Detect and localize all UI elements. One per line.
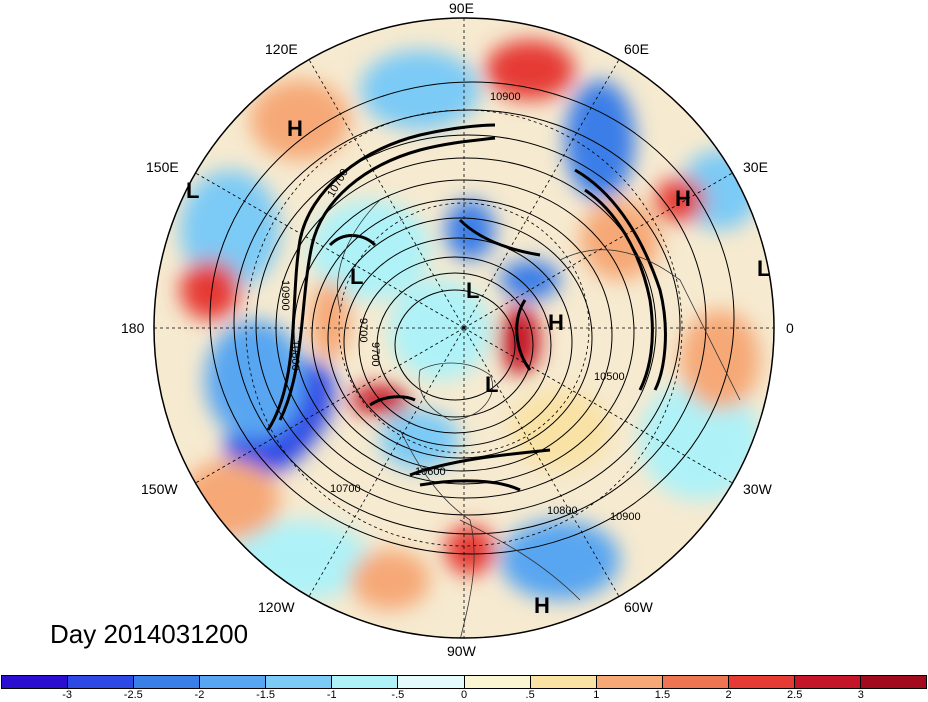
colorbar-segment [266, 676, 333, 688]
colorbar-segment [2, 676, 69, 688]
colorbar-segment [662, 676, 729, 688]
lon-label-30e: 30E [743, 159, 768, 175]
colorbar-segment [464, 676, 531, 688]
graticule [154, 18, 774, 638]
high-center: H [287, 116, 303, 141]
colorbar-segment [728, 676, 795, 688]
low-center: L [757, 256, 771, 281]
map-border [153, 17, 775, 639]
colorbar-segment [200, 676, 267, 688]
high-center: H [534, 593, 550, 618]
contour-label: 9700 [369, 342, 381, 366]
low-center: L [485, 372, 499, 397]
high-center: H [548, 310, 564, 335]
coastlines [337, 199, 741, 638]
contour-label: 10900 [279, 280, 291, 311]
contour-label: 9700 [357, 318, 369, 342]
colorbar-tick-label: 1 [593, 689, 600, 701]
lon-label-30w: 30W [743, 481, 772, 497]
colorbar-tick-label: 2 [725, 689, 732, 701]
lon-label-120e: 120E [265, 41, 298, 57]
colorbar-tick-label: 2.5 [787, 689, 803, 701]
colorbar-tick-label: 1.5 [654, 689, 671, 701]
colorbar [1, 675, 927, 689]
lon-label-180: 180 [121, 320, 145, 336]
low-center: L [186, 178, 200, 203]
colorbar-segment [794, 676, 862, 688]
colorbar-tick-label: .5 [525, 689, 535, 701]
lon-label-150w: 150W [141, 481, 178, 497]
date-title: Day 2014031200 [50, 619, 249, 649]
contour-label: 10500 [594, 371, 625, 383]
colorbar-tick-label: -2.5 [123, 689, 143, 701]
colorbar-segment [332, 676, 399, 688]
contour-label: 10600 [415, 466, 446, 478]
lon-label-90e: 90E [449, 0, 474, 16]
low-center: L [350, 264, 364, 289]
colorbar-tick-label: -.5 [391, 689, 405, 701]
high-center: H [675, 186, 691, 211]
lon-label-0: 0 [786, 320, 794, 336]
contour-label: 10900 [610, 511, 641, 523]
low-center: L [466, 278, 480, 303]
lon-label-120w: 120W [258, 599, 295, 615]
lon-label-60w: 60W [624, 599, 653, 615]
colorbar-segment [596, 676, 663, 688]
colorbar-tick-label: 3 [857, 689, 864, 701]
lon-label-150e: 150E [146, 159, 179, 175]
contour-label: 10900 [490, 91, 521, 103]
contour-label: 10800 [289, 340, 301, 371]
contour-label: 10800 [547, 505, 578, 517]
colorbar-tick-label: -1.5 [256, 689, 276, 701]
colorbar-segment [68, 676, 135, 688]
lon-label-90w: 90W [447, 643, 476, 659]
colorbar-segment [530, 676, 597, 688]
contour-label: 10700 [330, 483, 361, 495]
lon-label-60e: 60E [624, 41, 649, 57]
colorbar-segment [861, 676, 927, 688]
colorbar-segment [398, 676, 465, 688]
colorbar-segment [134, 676, 201, 688]
colorbar-tick-label: 0 [460, 689, 468, 701]
colorbar-tick-label: -3 [62, 689, 73, 701]
colorbar-tick-label: -1 [326, 689, 337, 701]
colorbar-tick-label: -2 [194, 689, 205, 701]
